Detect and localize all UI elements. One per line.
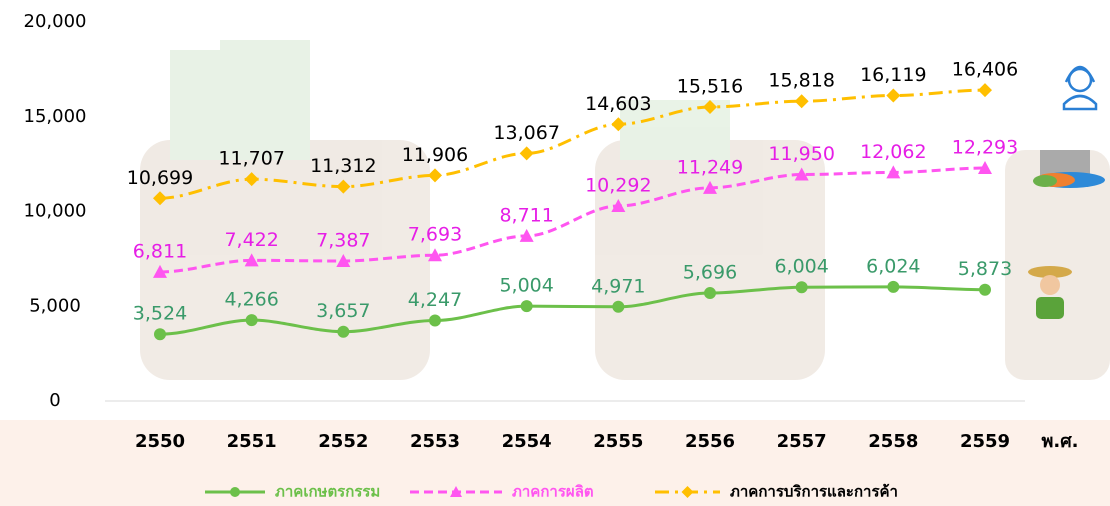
marker	[703, 99, 717, 114]
marker	[429, 314, 441, 327]
value-label: 11,249	[677, 156, 743, 178]
x-tick-label: 2555	[593, 431, 643, 452]
value-label: 16,406	[952, 59, 1018, 81]
marker	[886, 88, 901, 103]
legend-marker	[230, 487, 240, 497]
value-label: 7,693	[408, 224, 462, 246]
value-label: 7,422	[224, 229, 278, 251]
legend-label: ภาคการผลิต	[512, 483, 594, 501]
value-label: 11,312	[310, 155, 376, 177]
series-line	[159, 88, 986, 200]
value-label: 16,119	[860, 64, 926, 86]
marker	[245, 314, 258, 327]
x-tick-label: 2557	[777, 431, 827, 452]
marker	[704, 287, 716, 300]
marker	[428, 248, 442, 262]
marker	[794, 167, 809, 181]
value-label: 14,603	[585, 93, 651, 115]
value-label: 5,873	[958, 258, 1012, 280]
value-label: 15,516	[677, 75, 743, 97]
legend-marker	[681, 486, 694, 498]
value-label: 13,067	[493, 122, 559, 144]
value-label: 6,811	[133, 240, 187, 262]
marker	[886, 165, 901, 179]
marker	[979, 283, 991, 296]
background	[140, 40, 1110, 380]
series-line	[159, 285, 986, 336]
value-label: 4,266	[224, 289, 278, 311]
value-label: 11,707	[218, 148, 284, 170]
x-tick-label: 2558	[868, 431, 918, 452]
value-label: 4,971	[591, 275, 645, 297]
value-label: 8,711	[499, 204, 553, 226]
x-axis-title: พ.ศ.	[1042, 431, 1079, 452]
x-tick-label: 2550	[135, 431, 185, 452]
legend-marker	[450, 486, 462, 497]
value-label: 3,657	[316, 300, 370, 322]
x-tick-label: 2551	[227, 431, 277, 452]
value-label: 12,062	[860, 141, 926, 163]
marker	[244, 253, 259, 267]
y-tick-label: 10,000	[24, 201, 87, 222]
y-tick-label: 20,000	[24, 11, 87, 32]
legend-label: ภาคการบริการและการค้า	[730, 483, 898, 501]
value-label: 5,004	[499, 275, 553, 297]
legend-label: ภาคเกษตรกรรม	[275, 483, 380, 501]
marker	[611, 117, 626, 132]
marker	[795, 281, 808, 294]
value-label: 15,818	[768, 70, 834, 92]
y-tick-label: 5,000	[29, 295, 81, 316]
value-label: 11,950	[768, 143, 834, 165]
marker	[978, 161, 992, 175]
value-label: 4,247	[408, 289, 462, 311]
marker	[244, 172, 259, 187]
marker	[703, 180, 717, 194]
marker	[153, 191, 167, 206]
x-tick-label: 2553	[410, 431, 460, 452]
value-label: 5,696	[683, 262, 737, 284]
background-band	[0, 420, 1110, 506]
y-tick-label: 15,000	[24, 106, 87, 127]
value-label: 6,004	[774, 256, 828, 278]
icon-farmer	[1028, 266, 1072, 319]
marker	[336, 254, 351, 268]
x-tick-label: 2552	[318, 431, 368, 452]
marker	[794, 94, 809, 109]
marker	[519, 146, 534, 161]
x-tick-label: 2554	[502, 431, 552, 452]
x-tick-label: 2556	[685, 431, 735, 452]
marker	[887, 280, 900, 293]
marker	[428, 168, 442, 183]
value-label: 3,524	[133, 303, 187, 325]
value-label: 12,293	[952, 137, 1018, 159]
marker	[611, 198, 626, 212]
marker	[154, 328, 166, 341]
value-label: 11,906	[402, 144, 468, 166]
value-label: 7,387	[316, 230, 370, 252]
marker	[153, 264, 167, 278]
y-tick-label: 0	[49, 390, 60, 411]
x-tick-label: 2559	[960, 431, 1010, 452]
marker	[337, 325, 350, 338]
value-label: 10,699	[127, 167, 193, 189]
marker	[336, 179, 351, 194]
marker	[612, 300, 625, 313]
marker	[978, 83, 992, 98]
value-label: 6,024	[866, 255, 920, 277]
marker	[520, 300, 533, 313]
marker	[519, 228, 534, 242]
value-label: 10,292	[585, 174, 651, 196]
icon-industry	[1033, 150, 1105, 188]
icon-service	[1062, 65, 1098, 111]
